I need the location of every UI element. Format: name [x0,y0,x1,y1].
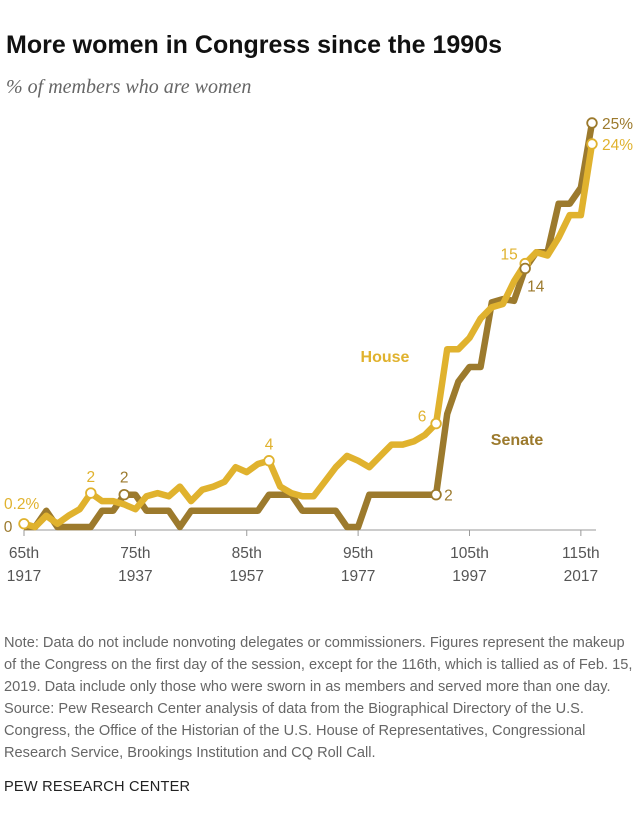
data-label-senate: 2 [444,488,453,505]
x-tick-year: 2017 [564,568,598,585]
data-label-senate: 14 [527,278,545,295]
data-point-house [85,487,97,499]
data-label-house: 24% [602,137,633,154]
chart-title: More women in Congress since the 1990s [6,31,502,59]
data-label-house: 4 [265,437,274,454]
x-tick-year: 1937 [118,568,152,585]
data-label-house: 6 [418,409,427,426]
x-tick-year: 1957 [230,568,264,585]
series-line-house [23,143,596,531]
data-point-house [263,455,275,467]
chart-subtitle: % of members who are women [6,76,252,98]
note-text: Note: Data do not include nonvoting dele… [4,635,633,695]
x-tick-label: 65th [9,545,39,562]
series-label-senate: Senate [491,432,544,449]
data-point-house [430,417,442,430]
x-tick-year: 1977 [341,568,375,585]
series-line-senate [24,122,596,531]
x-tick-label: 95th [343,545,373,562]
data-label-senate: 2 [120,470,129,487]
chart-notes: Note: Data do not include nonvoting dele… [4,632,638,764]
series-label-house: House [361,349,410,366]
source-text: Source: Pew Research Center analysis of … [4,701,586,761]
data-label-house: 2 [87,469,96,486]
data-label-house: 0.2% [4,496,40,513]
data-label-senate: 0 [4,519,13,536]
x-tick-label: 75th [120,545,150,562]
data-point-house [18,518,30,530]
x-tick-year: 1997 [452,568,486,585]
x-tick-label: 85th [232,545,262,562]
data-label-house: 15 [501,247,518,264]
data-point-senate [430,488,442,501]
x-tick-label: 115th [562,545,600,562]
line-chart: 65th 1917 75th 1937 85th 1957 95th 1977 105th 199… [4,116,634,585]
data-point-senate [118,488,130,501]
data-point-senate [586,117,598,129]
data-point-senate [519,262,531,275]
data-label-senate: 25% [602,116,633,133]
x-tick-year: 1917 [7,568,41,585]
x-tick-label: 105th [450,545,489,562]
data-point-house [586,138,598,150]
footer-brand: PEW RESEARCH CENTER [4,779,191,795]
